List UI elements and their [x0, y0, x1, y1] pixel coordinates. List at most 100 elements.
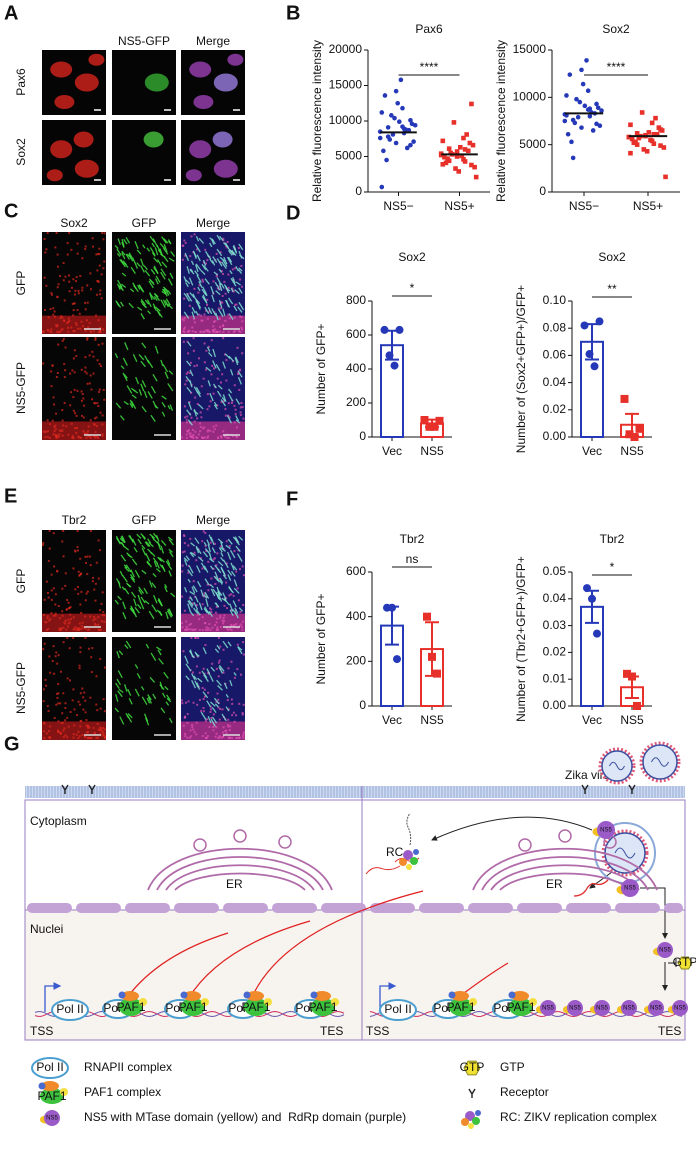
speckle [71, 369, 74, 372]
arrow [431, 816, 593, 841]
speckle [53, 310, 56, 313]
row-label: GFP [14, 271, 28, 296]
data-point [411, 139, 416, 144]
speckle [72, 437, 75, 439]
data-point [575, 114, 581, 120]
speckle [185, 375, 192, 383]
speckle [238, 369, 241, 372]
speckle [57, 435, 60, 438]
speckle [95, 425, 98, 428]
speckle [202, 286, 207, 295]
speckle [189, 736, 192, 739]
paf1-part [243, 991, 251, 999]
er-vesicle [233, 829, 247, 843]
speckle [222, 640, 229, 649]
speckle [74, 588, 77, 591]
speckle [140, 602, 145, 610]
pol-ii-label: Pol II [56, 1002, 83, 1016]
speckle [103, 710, 106, 713]
speckle [121, 283, 127, 289]
paf1 [40, 1088, 64, 1104]
speckle [56, 696, 59, 699]
speckle [217, 560, 224, 567]
speckle [218, 577, 221, 580]
speckle [97, 319, 100, 322]
speckle [95, 253, 98, 256]
speckle [86, 555, 89, 558]
speckle [211, 260, 216, 266]
replication-complex [465, 1111, 475, 1121]
chart-title: Sox2 [602, 22, 630, 36]
nucleus [213, 159, 238, 178]
speckle [140, 360, 146, 368]
er-vesicle [558, 829, 572, 843]
speckle [202, 691, 209, 699]
speckle [138, 284, 145, 293]
speckle [229, 603, 234, 612]
panel-letter: F [286, 488, 298, 510]
speckle [42, 688, 45, 691]
data-point [389, 113, 394, 118]
paf1-part [508, 991, 516, 999]
speckle [130, 576, 136, 583]
speckle [241, 628, 244, 631]
speckle [181, 702, 184, 705]
speckle [189, 596, 194, 601]
speckle [155, 306, 161, 312]
speckle [161, 288, 167, 294]
speckle [219, 614, 222, 617]
speckle [98, 247, 101, 250]
speckle [157, 259, 163, 267]
speckle [84, 599, 87, 602]
x-tick-label: Vec [582, 713, 602, 727]
speckle [220, 566, 226, 575]
speckle [192, 580, 195, 583]
speckle [89, 330, 92, 333]
speckle [54, 603, 57, 606]
speckle [88, 628, 91, 631]
speckle [162, 247, 169, 255]
speckle [195, 604, 198, 607]
speckle [192, 628, 195, 631]
er-vesicle [278, 835, 292, 849]
ns5-label: NS5 [600, 828, 612, 834]
speckle [152, 693, 157, 700]
tss-label: TSS [30, 1024, 53, 1038]
speckle [193, 318, 196, 321]
data-point [379, 110, 385, 115]
x-tick-label: NS5− [383, 199, 413, 213]
paf1-part [529, 998, 537, 1006]
speckle [56, 286, 59, 289]
speckle [203, 342, 206, 345]
speckle [215, 275, 218, 278]
speckle [55, 325, 58, 328]
speckle [89, 435, 92, 438]
speckle [138, 354, 145, 361]
speckle [92, 619, 95, 622]
data-point [461, 135, 466, 141]
speckle [238, 243, 244, 251]
speckle [67, 725, 70, 728]
speckle [188, 628, 191, 631]
speckle [167, 240, 172, 245]
speckle [42, 541, 45, 544]
speckle [102, 267, 105, 270]
speckle [184, 241, 187, 244]
speckle [42, 613, 45, 616]
speckle [167, 536, 173, 541]
y-axis-label: Number of GFP+ [314, 323, 328, 414]
speckle [60, 722, 63, 725]
speckle [101, 591, 104, 594]
y-tick-label: 0.05 [543, 564, 567, 578]
speckle [231, 249, 237, 257]
speckle [169, 551, 174, 558]
speckle [133, 547, 138, 553]
chart-title: Tbr2 [400, 532, 425, 546]
speckle [114, 707, 120, 713]
speckle [150, 414, 156, 422]
speckle [156, 646, 162, 651]
speckle [228, 594, 231, 597]
speckle [230, 402, 233, 405]
speckle [233, 316, 236, 319]
speckle [201, 734, 204, 737]
